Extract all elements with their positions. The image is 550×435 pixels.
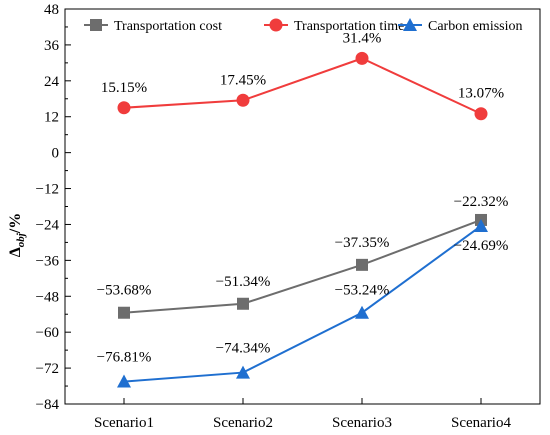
- legend-marker: [269, 18, 283, 32]
- y-tick-label: 24: [44, 74, 60, 90]
- data-point: [355, 305, 369, 319]
- y-tick-label: −60: [36, 325, 59, 341]
- y-tick-label: −48: [36, 289, 59, 305]
- data-label: −51.34%: [216, 274, 271, 290]
- y-tick-label: 36: [44, 38, 60, 54]
- y-tick-label: −24: [36, 217, 60, 233]
- data-label: 15.15%: [101, 80, 147, 96]
- y-tick-label: −72: [36, 361, 59, 377]
- y-tick-label: −12: [36, 182, 59, 198]
- data-label: −53.68%: [97, 283, 152, 299]
- x-tick-label: Scenario3: [332, 415, 392, 431]
- y-tick-label: −84: [36, 397, 60, 413]
- data-label: −76.81%: [97, 350, 152, 366]
- legend-marker: [403, 18, 417, 31]
- data-label: 31.4%: [343, 30, 382, 46]
- x-tick-label: Scenario2: [213, 415, 273, 431]
- legend-marker: [90, 19, 102, 31]
- series-line: [123, 219, 482, 314]
- plot-area: 48 36 24 12 0 −12 −24 −36 −48 −60 −72 −84 Scenario1 S…: [36, 2, 541, 431]
- y-axis-title-main: Δ: [7, 247, 24, 257]
- y-tick-label: −36: [36, 253, 60, 269]
- data-point: [236, 93, 250, 107]
- data-point: [474, 218, 488, 232]
- data-label: −53.24%: [335, 283, 390, 299]
- legend-label: Transportation time: [294, 19, 404, 34]
- data-label: −74.34%: [216, 341, 271, 357]
- y-axis-title-suffix: /%: [7, 213, 24, 234]
- series-line: [123, 225, 482, 383]
- y-tick-label: 48: [44, 2, 59, 18]
- data-label: −22.32%: [454, 194, 509, 210]
- legend-label: Carbon emission: [428, 19, 523, 34]
- data-point: [236, 365, 250, 379]
- data-point: [117, 374, 131, 388]
- data-label: 17.45%: [220, 72, 266, 88]
- x-tick-label: Scenario1: [94, 415, 154, 431]
- data-point: [117, 101, 131, 115]
- data-point: [474, 107, 488, 121]
- data-label: 13.07%: [458, 86, 504, 102]
- data-point: [237, 297, 249, 310]
- data-point: [118, 306, 130, 319]
- y-tick-label: 0: [52, 146, 60, 162]
- y-axis-title-sub: obj: [15, 232, 27, 247]
- y-tick-label: 12: [44, 110, 59, 126]
- data-label: −37.35%: [335, 235, 390, 251]
- series-line: [123, 57, 482, 115]
- data-label: −24.69%: [454, 238, 509, 254]
- legend-label: Transportation cost: [114, 19, 222, 34]
- y-axis-title: Δobj/%: [7, 213, 27, 258]
- data-point: [356, 258, 368, 271]
- data-point: [355, 51, 369, 65]
- x-tick-label: Scenario4: [451, 415, 511, 431]
